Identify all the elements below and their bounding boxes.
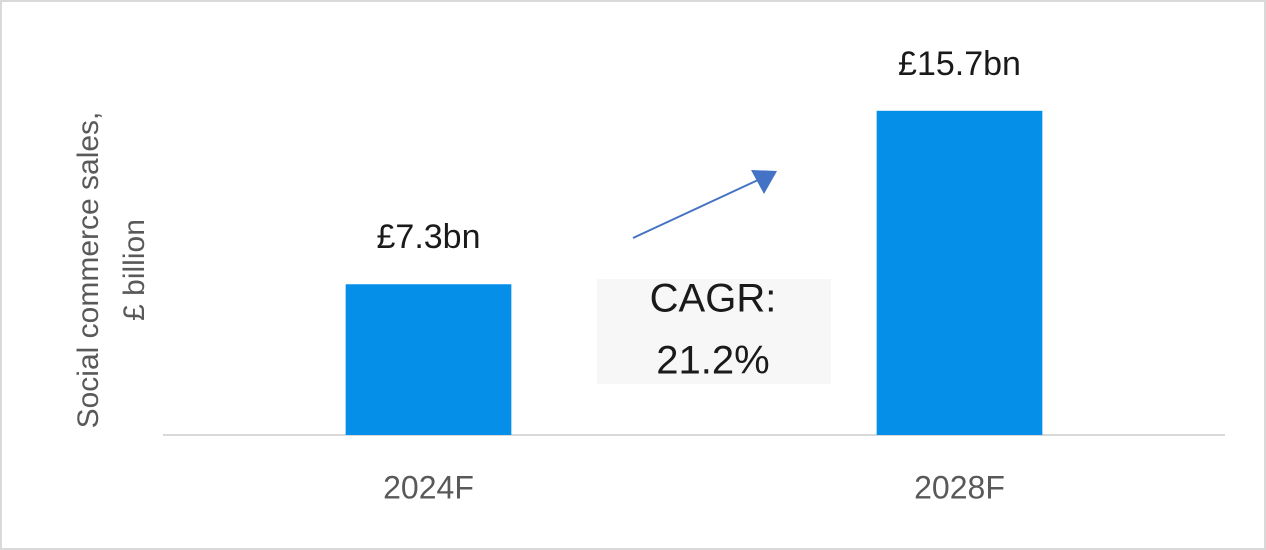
y-axis-title: Social commerce sales, £ billion: [72, 112, 151, 429]
bar: [345, 284, 512, 435]
arrow-line: [632, 179, 759, 239]
x-tick-label: 2028F: [914, 469, 1005, 505]
data-label: £15.7bn: [898, 45, 1021, 83]
annotation-box: [597, 279, 831, 384]
data-label: £7.3bn: [377, 218, 481, 256]
y-label-line: Social commerce sales,: [72, 112, 105, 429]
x-tick-label: 2024F: [383, 469, 474, 505]
bar: [876, 110, 1043, 436]
annotation-text: 21.2%: [656, 339, 769, 383]
y-label-line: £ billion: [118, 219, 151, 321]
annotation-text: CAGR:: [650, 277, 777, 321]
arrow-head: [751, 170, 777, 194]
